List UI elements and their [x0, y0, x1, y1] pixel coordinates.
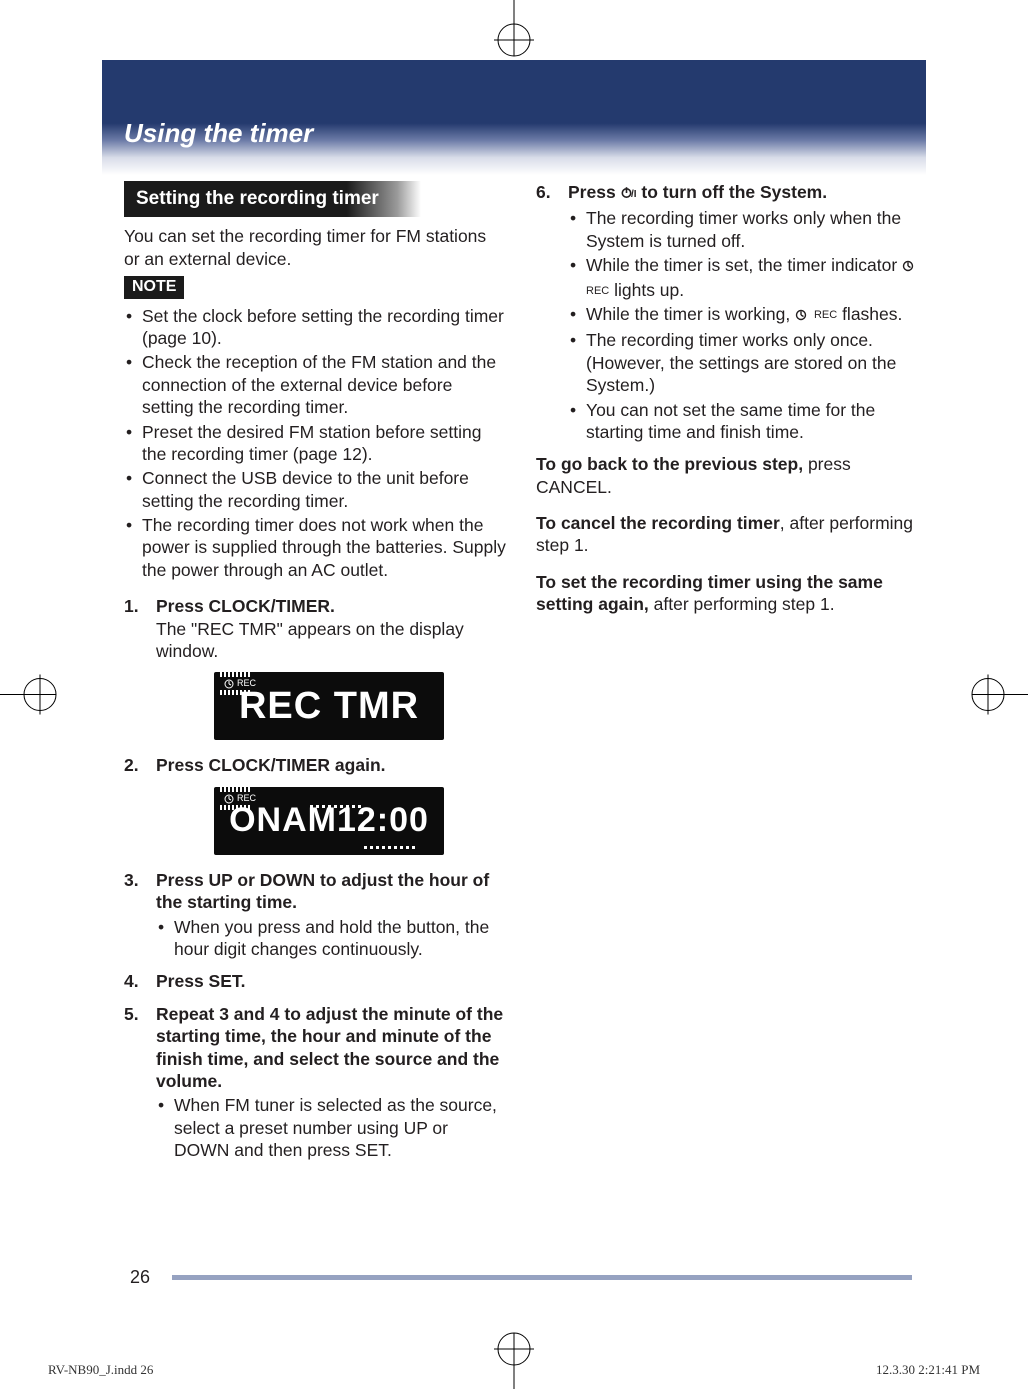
note-item: Preset the desired FM station before set…	[124, 421, 506, 466]
note-label: NOTE	[124, 276, 184, 298]
step-sub-list: The recording timer works only when the …	[568, 207, 918, 443]
step-head: Press /I to turn off the System.	[568, 182, 827, 202]
header-bar: Using the timer	[102, 60, 926, 175]
step-body: The "REC TMR" appears on the display win…	[156, 619, 464, 661]
step-sub-item: The recording timer works only when the …	[568, 207, 918, 252]
step-3: 3. Press UP or DOWN to adjust the hour o…	[124, 869, 506, 961]
step-head: Press CLOCK/TIMER.	[156, 596, 335, 616]
rec-badge-text: REC	[237, 793, 256, 805]
step-sub-item: While the timer is working, REC flashes.	[568, 303, 918, 327]
footer-meta: RV-NB90_J.indd 26 12.3.30 2:21:41 PM	[48, 1362, 980, 1378]
tail-para-2: To cancel the recording timer, after per…	[536, 512, 918, 557]
step-4: 4. Press SET.	[124, 970, 506, 992]
step-1: 1. Press CLOCK/TIMER. The "REC TMR" appe…	[124, 595, 506, 740]
step-number: 2.	[124, 754, 139, 776]
step-head: Repeat 3 and 4 to adjust the minute of t…	[156, 1004, 503, 1091]
step-number: 1.	[124, 595, 139, 617]
step-sub-item: The recording timer works only once. (Ho…	[568, 329, 918, 396]
timer-rec-icon	[902, 256, 916, 278]
step-head-part: to turn off the System.	[637, 182, 828, 202]
display-ticks-icon	[220, 805, 260, 815]
step-sub-list: When FM tuner is selected as the source,…	[156, 1094, 506, 1161]
rec-subscript: REC	[586, 285, 609, 297]
content-area: Using the timer Setting the recording ti…	[102, 60, 926, 1300]
page-number: 26	[130, 1267, 150, 1288]
step-5: 5. Repeat 3 and 4 to adjust the minute o…	[124, 1003, 506, 1162]
left-column: Setting the recording timer You can set …	[124, 181, 506, 1172]
step-sub-item: When FM tuner is selected as the source,…	[156, 1094, 506, 1161]
display-dots-icon	[364, 846, 415, 849]
step-sub-item: You can not set the same time for the st…	[568, 399, 918, 444]
rec-badge-icon: REC	[224, 678, 256, 690]
step-2: 2. Press CLOCK/TIMER again. REC ONAM12:0…	[124, 754, 506, 854]
section-heading: Setting the recording timer	[124, 181, 421, 217]
display-onam: REC ONAM12:00	[214, 787, 444, 855]
step-head-part: Press	[568, 182, 621, 202]
step-sub-item: When you press and hold the button, the …	[156, 916, 506, 961]
sub-text-part: lights up.	[609, 280, 684, 300]
rec-subscript: REC	[814, 309, 837, 321]
tail-para-1: To go back to the previous step, press C…	[536, 453, 918, 498]
tail-bold: To go back to the previous step,	[536, 454, 808, 474]
step-number: 3.	[124, 869, 139, 891]
display-text: REC TMR	[239, 682, 419, 731]
footer-file: RV-NB90_J.indd 26	[48, 1362, 153, 1378]
power-icon: /I	[621, 183, 637, 205]
step-number: 5.	[124, 1003, 139, 1025]
tail-para-3: To set the recording timer using the sam…	[536, 571, 918, 616]
display-rec-tmr: REC REC TMR	[214, 672, 444, 740]
rec-badge-text: REC	[237, 678, 256, 690]
right-column: 6. Press /I to turn off the System. The …	[536, 181, 918, 1172]
note-item: Connect the USB device to the unit befor…	[124, 467, 506, 512]
note-item: Set the clock before setting the recordi…	[124, 305, 506, 350]
page: Using the timer Setting the recording ti…	[0, 0, 1028, 1394]
crop-mark-left	[0, 665, 60, 730]
intro-text: You can set the recording timer for FM s…	[124, 225, 506, 270]
step-head: Press UP or DOWN to adjust the hour of t…	[156, 870, 489, 912]
display-dots-icon	[310, 805, 361, 808]
steps-list-left: 1. Press CLOCK/TIMER. The "REC TMR" appe…	[124, 595, 506, 1161]
timer-rec-icon	[795, 305, 809, 327]
note-item: Check the reception of the FM station an…	[124, 351, 506, 418]
step-sub-item: While the timer is set, the timer indica…	[568, 254, 918, 301]
step-sub-list: When you press and hold the button, the …	[156, 916, 506, 961]
display-ticks-icon	[220, 690, 260, 700]
step-number: 6.	[536, 181, 551, 203]
footer-timestamp: 12.3.30 2:21:41 PM	[876, 1362, 980, 1378]
step-head: Press CLOCK/TIMER again.	[156, 755, 386, 775]
sub-text-part: flashes.	[837, 304, 902, 324]
footer-rule	[172, 1275, 912, 1280]
crop-mark-right	[968, 665, 1028, 730]
page-title: Using the timer	[124, 118, 926, 149]
steps-list-right: 6. Press /I to turn off the System. The …	[536, 181, 918, 443]
step-6: 6. Press /I to turn off the System. The …	[536, 181, 918, 443]
note-list: Set the clock before setting the recordi…	[124, 305, 506, 582]
crop-mark-top	[484, 0, 544, 65]
step-number: 4.	[124, 970, 139, 992]
sub-text-part: While the timer is set, the timer indica…	[586, 255, 902, 275]
tail-bold: To cancel the recording timer	[536, 513, 780, 533]
step-head: Press SET.	[156, 971, 246, 991]
note-item: The recording timer does not work when t…	[124, 514, 506, 581]
rec-badge-icon: REC	[224, 793, 256, 805]
svg-text:/I: /I	[631, 189, 637, 200]
tail-text: after performing step 1.	[654, 594, 835, 614]
sub-text-part: While the timer is working,	[586, 304, 795, 324]
